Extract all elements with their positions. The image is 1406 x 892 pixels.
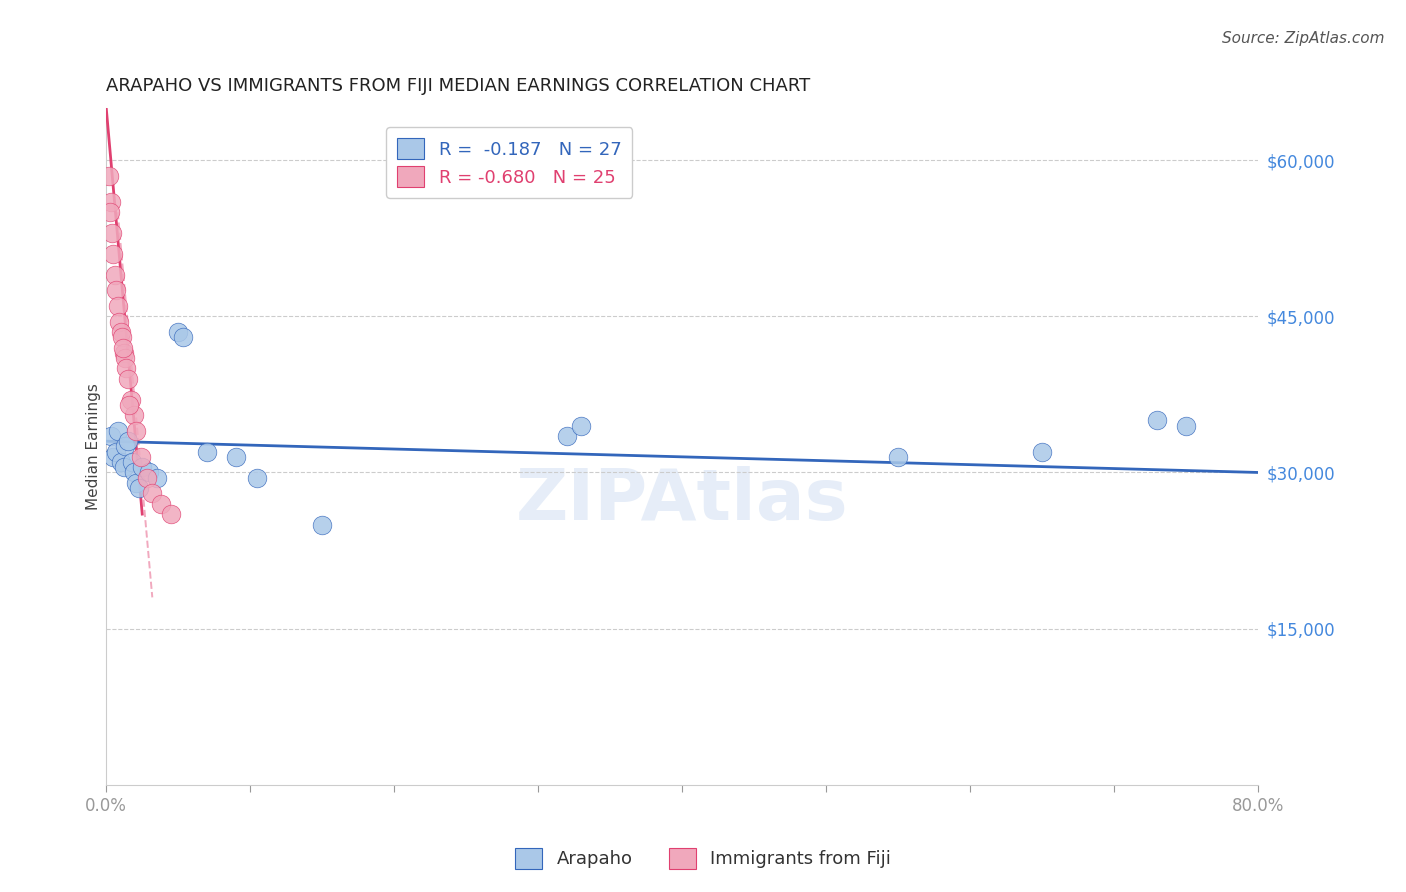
Text: Source: ZipAtlas.com: Source: ZipAtlas.com <box>1222 31 1385 46</box>
Point <box>100 194 122 209</box>
Point <box>121 455 143 469</box>
Point <box>107 299 129 313</box>
Point <box>1174 418 1197 433</box>
Point <box>110 325 132 339</box>
Text: ZIPAtlas: ZIPAtlas <box>516 466 848 535</box>
Point <box>120 392 142 407</box>
Point <box>145 470 167 484</box>
Point <box>138 466 160 480</box>
Point <box>569 418 592 433</box>
Point <box>118 398 141 412</box>
Point <box>98 169 121 183</box>
Point <box>115 361 138 376</box>
Point <box>128 481 150 495</box>
Point <box>117 434 139 449</box>
Point <box>107 424 129 438</box>
Y-axis label: Median Earnings: Median Earnings <box>86 383 101 510</box>
Point <box>246 470 269 484</box>
Point <box>101 226 124 240</box>
Point <box>108 314 131 328</box>
Point <box>110 455 132 469</box>
Point <box>135 470 157 484</box>
Point <box>1146 413 1168 427</box>
Point <box>98 205 121 219</box>
Point <box>195 444 218 458</box>
Point <box>225 450 247 464</box>
Point <box>122 466 145 480</box>
Point <box>131 460 153 475</box>
Point <box>114 351 136 365</box>
Point <box>111 330 134 344</box>
Point <box>149 497 172 511</box>
Point <box>104 268 127 282</box>
Point <box>103 247 125 261</box>
Point <box>311 517 333 532</box>
Point <box>172 330 194 344</box>
Point <box>112 345 135 359</box>
Point <box>125 424 148 438</box>
Point <box>122 408 145 422</box>
Point <box>105 283 128 297</box>
Text: ARAPAHO VS IMMIGRANTS FROM FIJI MEDIAN EARNINGS CORRELATION CHART: ARAPAHO VS IMMIGRANTS FROM FIJI MEDIAN E… <box>107 78 810 95</box>
Legend: Arapaho, Immigrants from Fiji: Arapaho, Immigrants from Fiji <box>508 840 898 876</box>
Point <box>114 439 136 453</box>
Point <box>887 450 910 464</box>
Legend: R =  -0.187   N = 27, R = -0.680   N = 25: R = -0.187 N = 27, R = -0.680 N = 25 <box>387 128 633 198</box>
Point <box>125 475 148 490</box>
Point <box>100 429 122 443</box>
Point <box>129 450 152 464</box>
Point <box>103 450 125 464</box>
Point <box>117 372 139 386</box>
Point <box>141 486 163 500</box>
Point <box>111 341 134 355</box>
Point <box>112 460 135 475</box>
Point <box>105 444 128 458</box>
Point <box>160 507 183 521</box>
Point <box>167 325 190 339</box>
Point <box>555 429 578 443</box>
Point <box>1031 444 1053 458</box>
